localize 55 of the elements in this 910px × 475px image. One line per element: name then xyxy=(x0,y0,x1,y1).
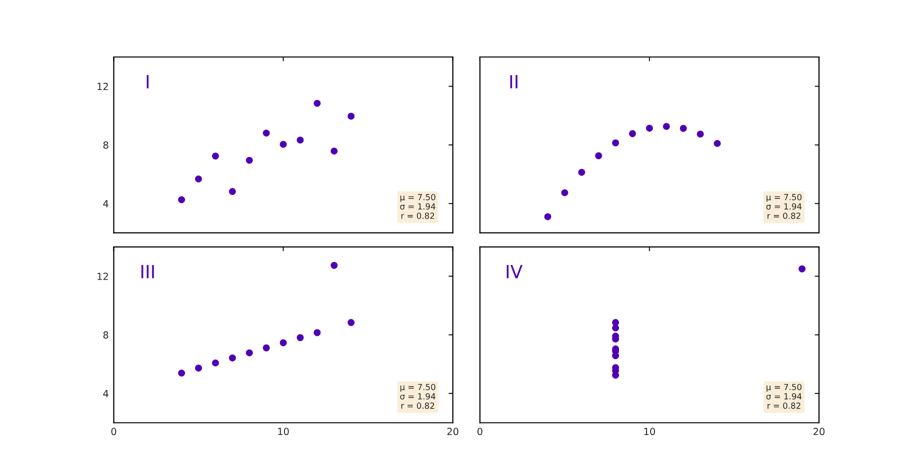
point xyxy=(612,139,620,146)
text: I xyxy=(146,75,149,88)
text: IV xyxy=(506,265,523,278)
point xyxy=(178,196,186,204)
y-tick-label: 4 xyxy=(103,390,108,398)
point xyxy=(348,319,355,326)
x-tick-label: 20 xyxy=(814,428,825,436)
y-tick-label: 4 xyxy=(103,200,108,208)
point xyxy=(578,168,586,176)
point xyxy=(262,344,270,352)
y-tick-label: 12 xyxy=(98,82,108,90)
point xyxy=(714,140,721,147)
point xyxy=(228,354,236,362)
point xyxy=(680,124,687,132)
point xyxy=(212,152,219,160)
annotation: μ = 7.50 σ = 1.94 r = 0.82 xyxy=(766,384,802,409)
point xyxy=(314,329,321,336)
annotation: μ = 7.50 σ = 1.94 r = 0.82 xyxy=(766,194,802,219)
point xyxy=(178,370,186,377)
point xyxy=(195,364,202,372)
point xyxy=(595,152,602,160)
point xyxy=(544,213,552,220)
y-tick-label: 12 xyxy=(98,272,108,280)
text: III xyxy=(141,265,154,278)
point xyxy=(314,100,321,107)
point xyxy=(696,130,704,138)
point xyxy=(330,262,338,269)
x-tick-label: 10 xyxy=(278,428,289,436)
point xyxy=(228,188,236,195)
point xyxy=(262,130,270,137)
point xyxy=(798,265,806,272)
annotation: μ = 7.50 σ = 1.94 r = 0.82 xyxy=(400,384,436,409)
point xyxy=(195,175,202,182)
point xyxy=(646,124,653,132)
point xyxy=(212,359,219,366)
x-tick-label: 0 xyxy=(477,428,482,436)
point xyxy=(280,339,287,346)
y-tick-label: 8 xyxy=(103,141,108,149)
annotation: μ = 7.50 σ = 1.94 r = 0.82 xyxy=(400,194,436,219)
point xyxy=(662,122,670,130)
point xyxy=(330,148,338,155)
point xyxy=(561,189,568,196)
point xyxy=(348,112,355,120)
point xyxy=(246,349,253,356)
text: II xyxy=(510,75,518,88)
point xyxy=(246,156,253,164)
point xyxy=(629,130,636,138)
point xyxy=(612,324,620,332)
x-tick-label: 10 xyxy=(644,428,656,436)
point xyxy=(296,136,304,144)
point xyxy=(296,334,304,342)
point xyxy=(280,140,287,148)
x-tick-label: 20 xyxy=(447,428,458,436)
x-tick-label: 0 xyxy=(111,428,116,436)
y-tick-label: 8 xyxy=(103,331,108,339)
